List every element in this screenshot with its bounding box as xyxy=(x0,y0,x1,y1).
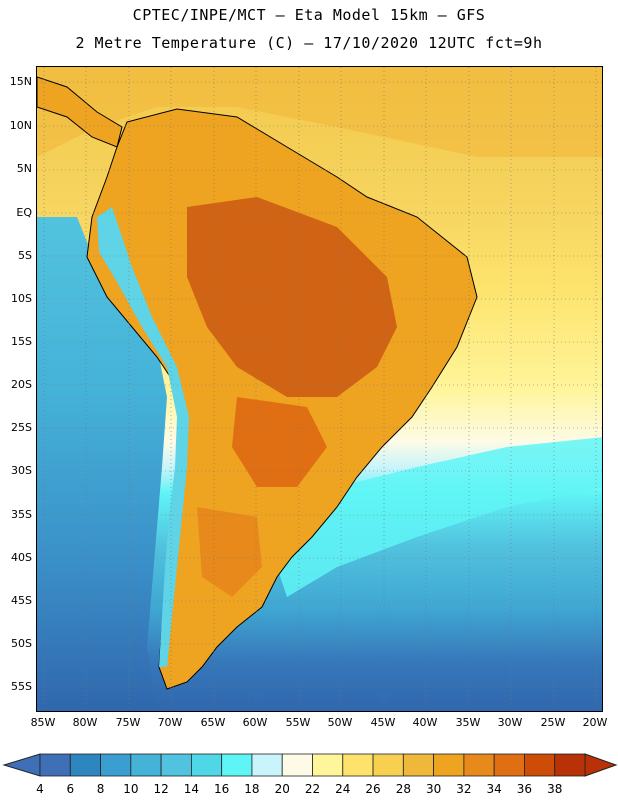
colorbar-swatch xyxy=(251,753,283,777)
colorbar-label: 20 xyxy=(274,782,290,796)
colorbar-swatch xyxy=(463,753,495,777)
lat-label: 30S xyxy=(11,464,32,477)
lat-label: EQ xyxy=(16,206,32,219)
colorbar-label: 10 xyxy=(123,782,139,796)
colorbar-arrow-high xyxy=(584,753,618,777)
lon-label: 85W xyxy=(30,716,56,729)
lat-label: 5N xyxy=(16,162,32,175)
lat-label: 50S xyxy=(11,637,32,650)
lon-label: 70W xyxy=(157,716,183,729)
colorbar-label: 24 xyxy=(335,782,351,796)
colorbar-label: 14 xyxy=(183,782,200,796)
lon-label: 80W xyxy=(72,716,98,729)
colorbar-swatch xyxy=(554,753,586,777)
colorbar-label: 8 xyxy=(96,782,105,796)
lat-label: 5S xyxy=(18,249,32,262)
lat-label: 25S xyxy=(11,421,32,434)
colorbar-label: 34 xyxy=(486,782,502,796)
lat-label: 45S xyxy=(11,594,32,607)
colorbar-swatch xyxy=(130,753,162,777)
cyan-sea-band xyxy=(267,437,602,597)
lat-label: 40S xyxy=(11,551,32,564)
colorbar-swatch xyxy=(221,753,253,777)
colorbar-label: 32 xyxy=(456,782,472,796)
warm-north-sea xyxy=(37,67,602,157)
colorbar-label: 22 xyxy=(304,782,321,796)
colorbar-swatch xyxy=(493,753,525,777)
lon-label: 60W xyxy=(242,716,268,729)
colorbar-swatch xyxy=(372,753,404,777)
colorbar-label: 36 xyxy=(516,782,533,796)
lon-label: 55W xyxy=(285,716,311,729)
colorbar-swatch xyxy=(190,753,223,777)
warm-pampas xyxy=(197,507,262,597)
andes-cold-strip xyxy=(97,207,189,667)
lat-label: 15N xyxy=(9,75,32,88)
pacific-ocean xyxy=(37,217,167,711)
colorbar-swatch xyxy=(402,753,435,777)
colorbar-label: 18 xyxy=(244,782,260,796)
lat-label: 20S xyxy=(11,378,32,391)
graticule xyxy=(37,67,602,711)
title-line-2: 2 Metre Temperature (C) – 17/10/2020 12U… xyxy=(75,34,543,52)
colorbar-swatch xyxy=(524,753,556,777)
colorbar-arrow-low xyxy=(2,753,41,777)
colorbar-label: 4 xyxy=(36,782,44,796)
lon-label: 45W xyxy=(370,716,396,729)
lon-label: 40W xyxy=(412,716,438,729)
colorbar-swatch xyxy=(281,753,313,777)
colorbar-label: 38 xyxy=(547,782,563,796)
map-canvas xyxy=(37,67,602,711)
colorbar-swatch xyxy=(312,753,344,777)
colorbar-label: 30 xyxy=(425,782,442,796)
colorbar-swatch xyxy=(433,753,465,777)
lon-label: 75W xyxy=(115,716,141,729)
lon-label: 35W xyxy=(455,716,481,729)
colorbar-swatch xyxy=(342,753,374,777)
south-america-land xyxy=(86,108,478,690)
colorbar-swatch xyxy=(69,753,101,777)
hot-interior xyxy=(187,197,397,397)
lat-label: 35S xyxy=(11,508,32,521)
central-america xyxy=(37,76,123,148)
colorbar-label: 26 xyxy=(365,782,381,796)
lat-label: 10S xyxy=(11,292,32,305)
lat-label: 55S xyxy=(11,680,32,693)
title-line-1: CPTEC/INPE/MCT – Eta Model 15km – GFS xyxy=(132,6,486,24)
colorbar-label: 28 xyxy=(395,782,411,796)
colorbar-swatch xyxy=(160,753,192,777)
lon-label: 65W xyxy=(200,716,226,729)
colorbar-label: 6 xyxy=(66,782,75,796)
colorbar xyxy=(2,753,618,777)
lon-label: 30W xyxy=(497,716,523,729)
colorbar-label: 12 xyxy=(153,782,169,796)
lat-label: 15S xyxy=(11,335,32,348)
lon-label: 20W xyxy=(582,716,608,729)
colorbar-swatch xyxy=(100,753,132,777)
colorbar-swatches xyxy=(39,753,586,777)
lon-label: 25W xyxy=(540,716,566,729)
colorbar-swatch xyxy=(39,753,71,777)
colorbar-label: 16 xyxy=(214,782,230,796)
temperature-map[interactable] xyxy=(36,66,603,712)
lat-label: 10N xyxy=(9,119,32,132)
lon-label: 50W xyxy=(327,716,353,729)
